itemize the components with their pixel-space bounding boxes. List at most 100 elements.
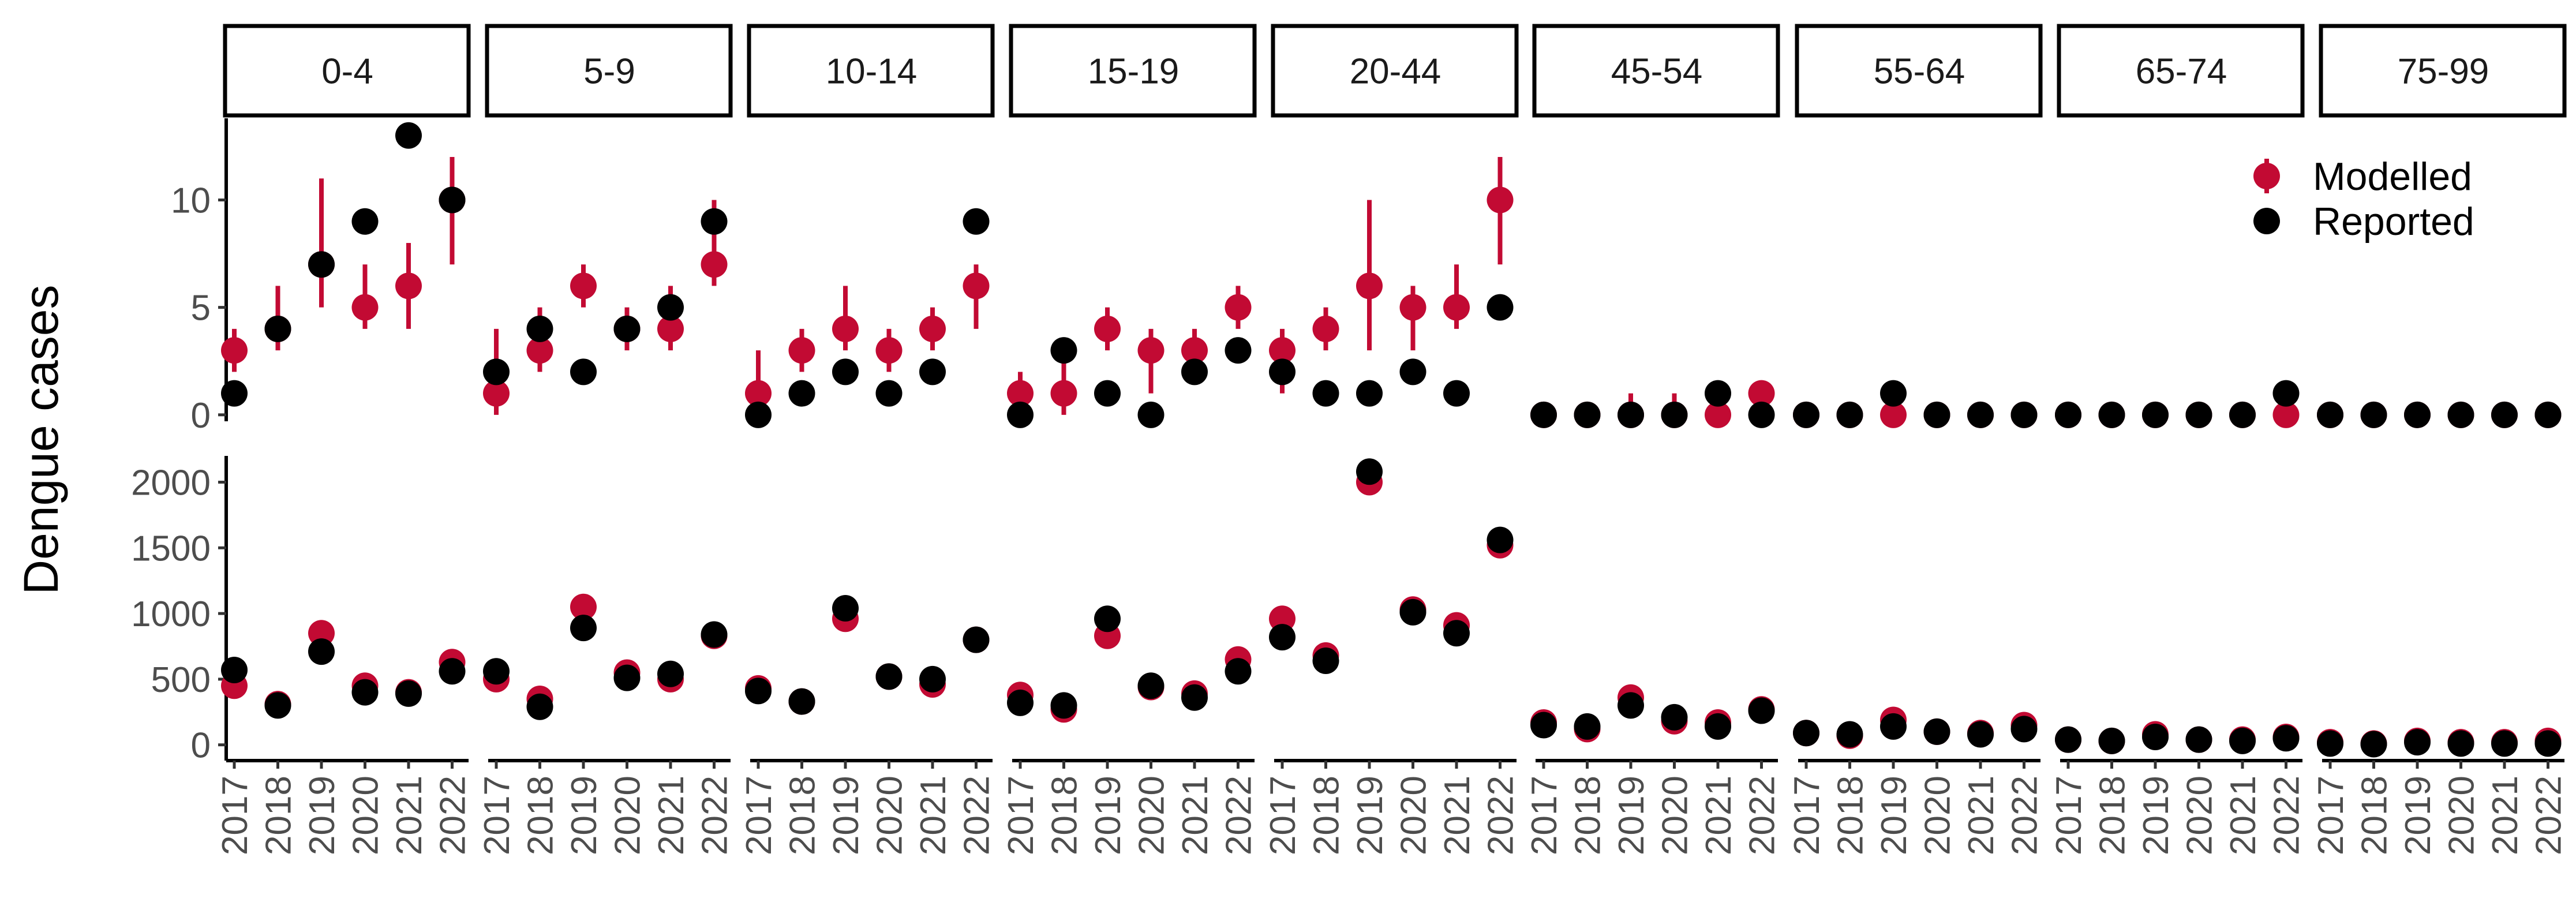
x-tick-label: 2020 — [2180, 776, 2220, 855]
reported-point — [526, 315, 553, 342]
x-tick-label: 2017 — [1001, 776, 1041, 855]
x-tick-label: 2021 — [652, 776, 691, 855]
x-tick-label: 2017 — [215, 776, 255, 855]
modelled-point — [788, 337, 815, 364]
reported-point — [1923, 401, 1950, 428]
y-tick-label: 10 — [171, 181, 211, 220]
reported-point — [1269, 358, 1296, 385]
x-tick-label: 2017 — [2311, 776, 2351, 855]
reported-point — [1007, 689, 1034, 716]
reported-point — [1705, 713, 1731, 740]
reported-point — [1007, 401, 1034, 428]
modelled-point — [1312, 315, 1339, 342]
x-tick-label: 2019 — [826, 776, 866, 855]
reported-point — [1487, 526, 1514, 553]
reported-point — [1967, 401, 1994, 428]
x-tick-label: 2017 — [1263, 776, 1303, 855]
x-tick-label: 2018 — [1568, 776, 1608, 855]
reported-point — [832, 595, 859, 622]
y-tick-label: 1000 — [131, 594, 211, 634]
reported-point — [1836, 401, 1863, 428]
reported-point — [483, 658, 510, 685]
x-tick-label: 2017 — [1787, 776, 1827, 855]
reported-point — [1225, 337, 1252, 364]
reported-point — [2098, 401, 2125, 428]
modelled-point — [570, 272, 597, 300]
reported-point — [2360, 401, 2387, 428]
reported-point — [264, 692, 291, 719]
facet-label: 55-64 — [1874, 52, 1965, 92]
reported-point — [1661, 401, 1688, 428]
x-tick-label: 2018 — [1307, 776, 1347, 855]
modelled-point — [570, 593, 597, 620]
facet-strips: 0-4 5-9 10-14 15-19 20-44 45-54 55-64 65-74 75-9… — [223, 24, 2567, 118]
y-tick-label: 0 — [191, 396, 211, 436]
x-tick-label: 2020 — [346, 776, 386, 855]
reported-point — [1530, 401, 1557, 428]
reported-point — [613, 315, 641, 342]
legend-label: Reported — [2313, 200, 2474, 244]
reported-point — [483, 358, 510, 385]
reported-point — [2142, 724, 2169, 751]
reported-point — [875, 380, 903, 407]
x-tick-label: 2019 — [1612, 776, 1652, 855]
panel-65-74-row-1 — [2055, 380, 2300, 428]
y-tick-label: 2000 — [131, 463, 211, 503]
x-tick-label: 2018 — [1831, 776, 1871, 855]
modelled-point — [395, 272, 422, 300]
reported-point — [919, 358, 946, 385]
reported-point — [2272, 380, 2300, 407]
reported-point — [264, 315, 291, 342]
reported-point — [1094, 380, 1121, 407]
modelled-point — [1181, 337, 1208, 364]
reported-point — [2317, 730, 2343, 757]
panel-5-9-row-1 — [483, 200, 728, 415]
reported-point — [2185, 401, 2212, 428]
reported-point — [701, 208, 728, 235]
reported-point — [351, 208, 379, 235]
reported-point — [832, 358, 859, 385]
modelled-point — [1007, 380, 1034, 407]
reported-point — [2055, 401, 2081, 428]
panel-20-44-row-1 — [1269, 157, 1514, 407]
reported-point — [439, 658, 466, 685]
panel-20-44-row-2 — [1269, 458, 1514, 675]
modelled-point — [1269, 337, 1296, 364]
x-tick-label: 2021 — [1175, 776, 1215, 855]
y-tick-label: 1500 — [131, 529, 211, 568]
reported-point — [613, 664, 641, 691]
x-tick-label: 2022 — [695, 776, 735, 855]
reported-point — [745, 678, 772, 705]
reported-point — [2142, 401, 2169, 428]
modelled-point — [832, 315, 859, 342]
modelled-point — [1050, 380, 1077, 407]
reported-point — [1574, 401, 1601, 428]
facet-label: 5-9 — [583, 52, 635, 92]
facet-label: 45-54 — [1611, 52, 1703, 92]
reported-point — [2447, 730, 2474, 757]
reported-point — [1574, 713, 1601, 740]
reported-point — [745, 401, 772, 428]
reported-point — [1967, 721, 1994, 748]
x-tick-label: 2018 — [2093, 776, 2133, 855]
x-tick-label: 2019 — [564, 776, 604, 855]
reported-point — [1880, 713, 1907, 740]
x-tick-label: 2018 — [521, 776, 561, 855]
panel-0-4-row-2 — [221, 620, 466, 719]
x-tick-label: 2021 — [390, 776, 429, 855]
facet-label: 20-44 — [1350, 52, 1441, 92]
facet-strip-0-4: 0-4 — [223, 24, 471, 118]
x-tick-label: 2019 — [302, 776, 342, 855]
reported-point — [1880, 380, 1907, 407]
facet-strip-5-9: 5-9 — [485, 24, 733, 118]
panel-55-64-row-1 — [1793, 380, 2038, 428]
x-tick-label: 2018 — [259, 776, 299, 855]
reported-point — [657, 660, 684, 687]
reported-point — [2491, 401, 2518, 428]
panel-10-14-row-2 — [745, 595, 990, 715]
reported-point — [395, 122, 422, 149]
facet-label: 15-19 — [1088, 52, 1180, 92]
legend-point-symbol — [2253, 163, 2280, 189]
x-tick-label: 2020 — [1918, 776, 1958, 855]
x-tick-label: 2021 — [1437, 776, 1477, 855]
